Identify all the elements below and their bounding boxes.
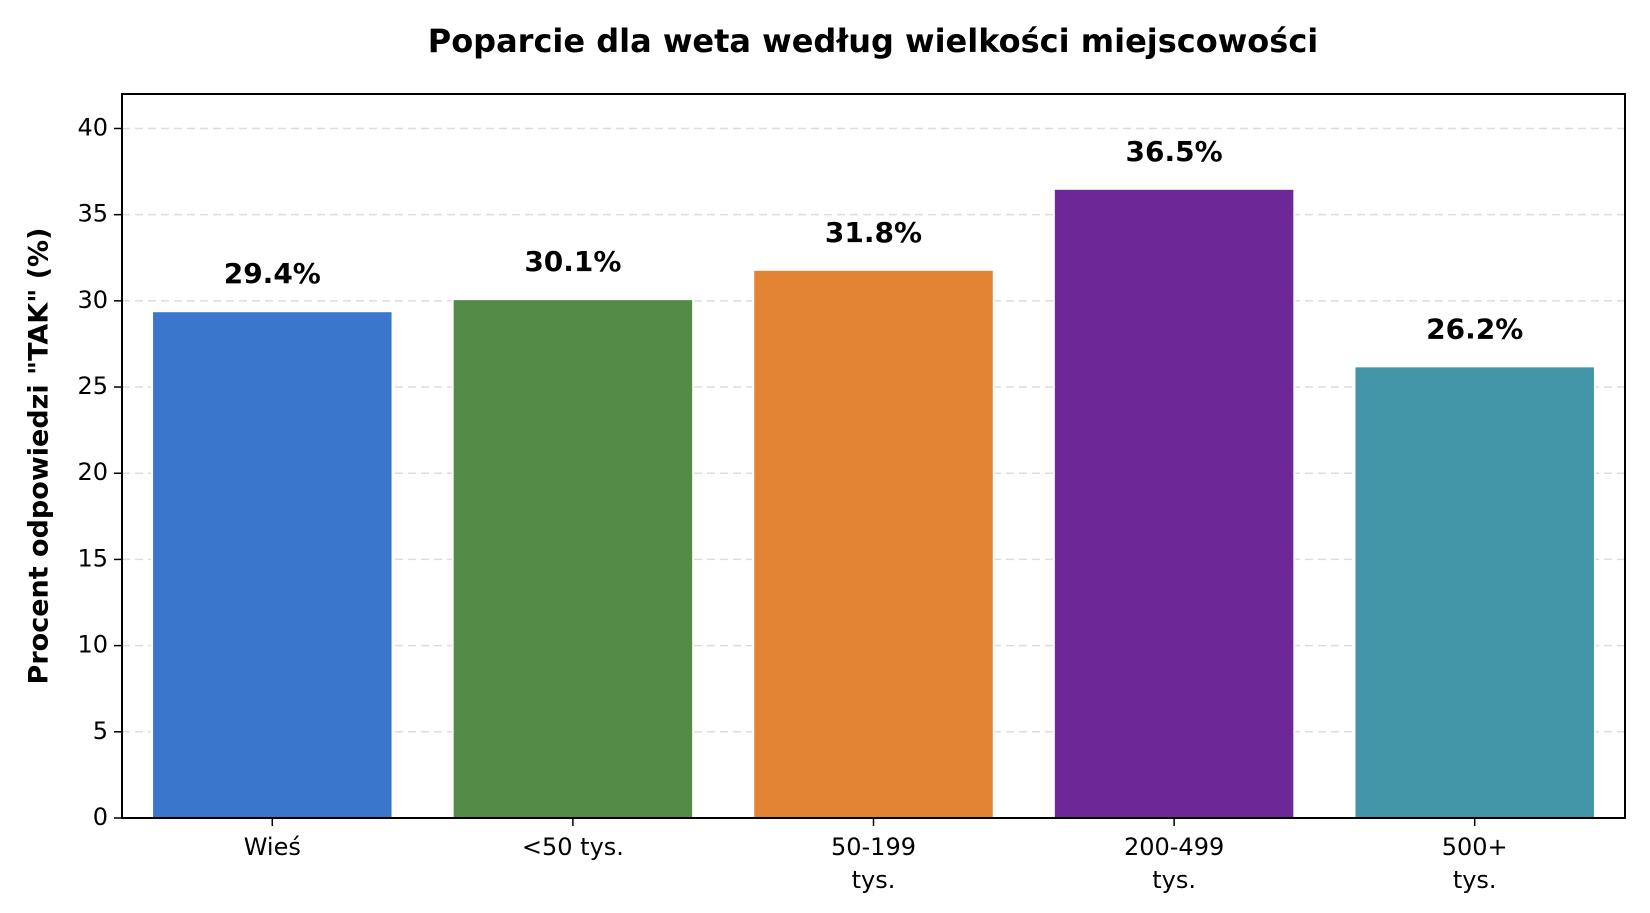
x-tick-label: <50 tys. [522,833,624,861]
y-tick-label: 5 [93,717,108,745]
value-label: 29.4% [224,257,321,290]
y-tick-label: 35 [77,200,108,228]
y-tick-label: 20 [77,458,108,486]
bar [451,298,695,819]
value-label: 26.2% [1426,312,1523,345]
plot-frame [121,93,1626,819]
y-tick-label: 30 [77,286,108,314]
y-tick-label: 40 [77,113,108,141]
bar [1353,365,1596,819]
y-tick-label: 0 [93,803,108,831]
bar [151,310,394,819]
x-tick-label: Wieś [244,833,301,861]
bar [1052,187,1296,820]
y-tick-label: 15 [77,544,108,572]
bar [752,268,995,820]
y-axis-label: Procent odpowiedzi "TAK" (%) [24,228,55,685]
x-tick-label: 200-499 tys. [1124,833,1224,894]
x-tick-label: 500+ tys. [1442,833,1508,894]
y-tick-label: 10 [77,631,108,659]
value-label: 31.8% [825,216,922,249]
y-tick-label: 25 [77,372,108,400]
chart-title: Poparcie dla weta według wielkości miejs… [428,22,1319,60]
value-label: 36.5% [1126,135,1223,168]
x-tick-label: 50-199 tys. [831,833,916,894]
value-label: 30.1% [524,245,621,278]
